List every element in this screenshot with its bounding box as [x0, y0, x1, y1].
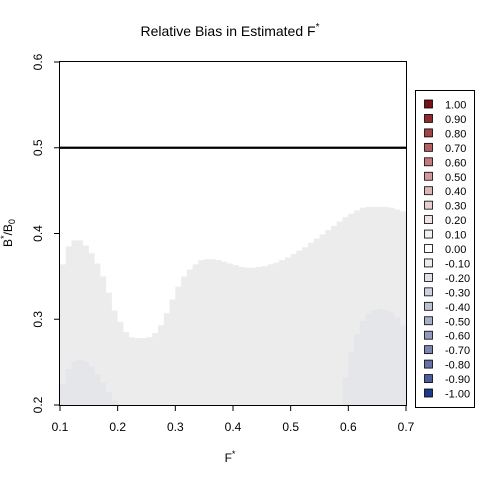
- legend-label: -0.10: [445, 258, 470, 270]
- legend-swatch: [425, 331, 433, 339]
- legend-label: 0.10: [445, 230, 466, 242]
- legend-swatch: [425, 273, 433, 281]
- legend-label: -0.90: [445, 374, 470, 386]
- x-axis-label-sup: *: [232, 449, 236, 459]
- chart-title-sup: *: [316, 22, 320, 33]
- legend-swatch: [425, 158, 433, 166]
- x-axis-label: F*: [225, 449, 236, 465]
- x-tick-label-1: 0.2: [109, 420, 126, 434]
- x-tick-label-6: 0.7: [398, 420, 415, 434]
- chart-title-main: Relative Bias in Estimated F: [141, 23, 316, 39]
- legend-label: -0.80: [445, 360, 470, 372]
- legend-label: -0.70: [445, 345, 470, 357]
- legend-swatch: [425, 143, 433, 151]
- y-tick-label-4: 0.6: [31, 53, 45, 70]
- legend-swatch: [425, 129, 433, 137]
- legend-label: -0.60: [445, 331, 470, 343]
- legend-swatch: [425, 375, 433, 383]
- legend-label: 0.60: [445, 157, 466, 169]
- x-tick-label-3: 0.4: [225, 420, 242, 434]
- legend-label: 0.70: [445, 143, 466, 155]
- y-axis-label-sub: 0: [7, 219, 17, 224]
- legend-label: -0.40: [445, 302, 470, 314]
- legend-label: -0.20: [445, 273, 470, 285]
- legend-swatch: [425, 259, 433, 267]
- legend-swatch: [425, 230, 433, 238]
- legend-label: 0.90: [445, 114, 466, 126]
- legend-label: 0.00: [445, 244, 466, 256]
- legend-label: 0.80: [445, 128, 466, 140]
- legend-swatch: [425, 172, 433, 180]
- x-tick-label-0: 0.1: [52, 420, 69, 434]
- legend-swatch: [425, 302, 433, 310]
- y-tick-label-0: 0.2: [31, 396, 45, 413]
- legend-label: -0.50: [445, 316, 470, 328]
- legend-swatch: [425, 288, 433, 296]
- legend-label: 0.20: [445, 215, 466, 227]
- legend-swatch: [425, 360, 433, 368]
- y-tick-label-3: 0.5: [31, 139, 45, 156]
- x-axis: 0.1 0.2 0.3 0.4 0.5 0.6 0.7: [52, 405, 415, 434]
- legend-label: 1.00: [445, 100, 466, 112]
- x-tick-label-2: 0.3: [167, 420, 184, 434]
- legend-label: -1.00: [445, 389, 470, 401]
- y-tick-label-2: 0.4: [31, 225, 45, 242]
- legend-label: 0.50: [445, 172, 466, 184]
- legend-label: 0.40: [445, 186, 466, 198]
- legend-swatch: [425, 245, 433, 253]
- plot-area: [60, 62, 407, 406]
- legend-swatch: [425, 317, 433, 325]
- heatmap-regions: [60, 207, 406, 405]
- legend-swatch: [425, 201, 433, 209]
- x-tick-label-5: 0.6: [340, 420, 357, 434]
- y-tick-label-1: 0.3: [31, 311, 45, 328]
- y-axis: 0.2 0.3 0.4 0.5 0.6: [31, 53, 60, 413]
- x-axis-label-main: F: [225, 451, 232, 465]
- x-tick-label-4: 0.5: [282, 420, 299, 434]
- legend-swatch: [425, 114, 433, 122]
- legend-label: -0.30: [445, 287, 470, 299]
- legend-swatch: [425, 346, 433, 354]
- y-axis-label: B*/B0: [0, 219, 17, 247]
- legend-swatch: [425, 216, 433, 224]
- legend-swatch: [425, 389, 433, 397]
- y-axis-label-main: B: [1, 239, 15, 247]
- y-axis-label-rest: /B: [1, 224, 15, 235]
- chart-title: Relative Bias in Estimated F*: [141, 22, 320, 39]
- legend-swatch: [425, 100, 433, 108]
- legend: 1.00 0.90 0.80 0.70 0.60 0.50 0.40 0.30 0.20 0.10…: [416, 91, 475, 408]
- legend-label: 0.30: [445, 201, 466, 213]
- legend-swatch: [425, 187, 433, 195]
